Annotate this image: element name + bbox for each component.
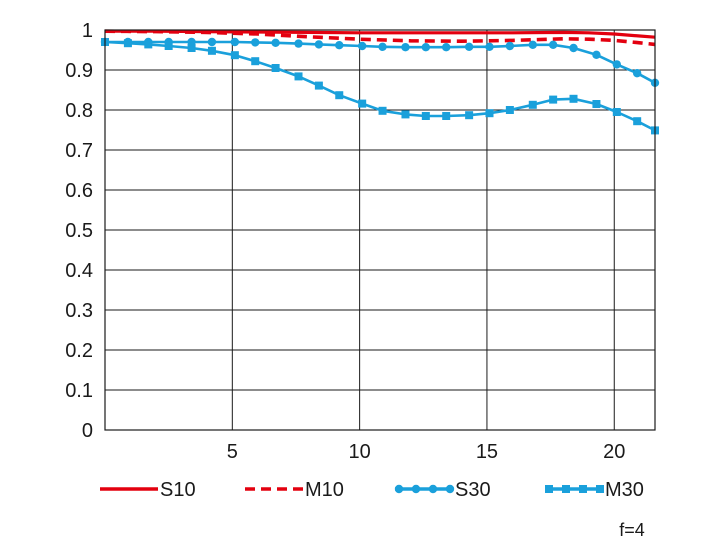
x-tick-label: 20: [603, 441, 625, 463]
data-point-s30: [230, 37, 240, 47]
data-point-m30: [294, 72, 303, 81]
y-axis-tick-labels: 0 0.1 0.2 0.3 0.4 0.5 0.6 0.7 0.8 0.9 1: [65, 20, 93, 442]
legend-label: M30: [605, 479, 644, 501]
data-point-s30: [401, 43, 410, 52]
series-line-m30: [104, 40, 656, 132]
y-tick-label: 0.5: [65, 220, 93, 242]
legend-marker: [411, 484, 421, 494]
data-point-s30: [314, 40, 324, 49]
data-point-m30: [123, 39, 132, 48]
y-tick-label: 1: [82, 20, 93, 42]
legend-item-s10: S10: [100, 479, 196, 501]
y-tick-label: 0.1: [65, 380, 93, 402]
data-point-m30: [164, 42, 173, 50]
x-tick-label: 5: [227, 441, 238, 463]
data-point-m30: [612, 108, 621, 116]
legend-item-s30: S30: [394, 479, 491, 501]
legend-marker: [596, 485, 604, 493]
legend-marker: [428, 484, 438, 494]
grid: [105, 30, 655, 430]
data-point-s30: [335, 41, 344, 50]
y-tick-label: 0.2: [65, 340, 93, 362]
data-point-s30: [612, 60, 622, 69]
data-point-s30: [464, 42, 474, 51]
legend-label: S10: [160, 479, 196, 501]
data-point-s30: [592, 50, 601, 59]
aperture-annotation: f=4: [619, 520, 645, 540]
legend-label: M10: [305, 479, 344, 501]
legend-marker: [394, 484, 404, 494]
plot-border: [104, 29, 656, 431]
y-tick-label: 0.3: [65, 300, 93, 322]
series-m30: [101, 38, 659, 135]
data-point-s30: [421, 43, 431, 52]
data-point-s30: [528, 40, 537, 49]
data-point-s30: [548, 40, 558, 49]
y-tick-label: 0.8: [65, 100, 93, 122]
series-layer: [100, 29, 660, 135]
series-s10: [105, 29, 656, 39]
y-tick-label: 0.7: [65, 140, 93, 162]
data-point-m30: [505, 106, 514, 114]
data-point-m30: [187, 44, 196, 52]
legend-marker: [562, 485, 570, 493]
data-point-m30: [465, 111, 474, 120]
data-point-s30: [485, 42, 494, 51]
legend-item-m10: M10: [245, 479, 344, 501]
data-point-m30: [401, 110, 410, 119]
legend-label: S30: [455, 479, 491, 501]
data-point-m30: [569, 94, 578, 103]
y-tick-label: 0: [82, 420, 93, 442]
data-point-m30: [485, 109, 494, 118]
series-line-s10: [105, 29, 656, 39]
legend-marker: [445, 484, 455, 494]
y-tick-label: 0.9: [65, 60, 93, 82]
data-point-m30: [421, 112, 430, 120]
data-point-m30: [251, 57, 260, 66]
data-point-m30: [528, 100, 537, 109]
data-point-m30: [144, 40, 153, 49]
series-line-m10: [104, 29, 656, 47]
data-point-s30: [294, 39, 303, 48]
data-point-s30: [251, 38, 260, 47]
y-tick-label: 0.4: [65, 260, 93, 282]
data-point-m30: [335, 91, 344, 100]
data-point-s30: [378, 42, 387, 51]
data-point-s30: [505, 41, 515, 51]
data-point-m30: [378, 106, 387, 115]
data-point-m30: [549, 95, 558, 104]
data-point-m30: [633, 117, 642, 126]
data-point-s30: [632, 69, 642, 78]
data-point-s30: [271, 38, 280, 47]
y-tick-label: 0.6: [65, 180, 93, 202]
data-point-s30: [569, 43, 578, 53]
x-tick-label: 15: [476, 441, 498, 463]
series-s30: [100, 37, 660, 88]
data-point-m30: [358, 99, 367, 108]
legend: S10 M10 S30 M30: [100, 479, 644, 501]
data-point-m30: [592, 100, 601, 108]
legend-marker: [545, 485, 553, 493]
x-axis-tick-labels: 5 10 15 20: [227, 441, 626, 463]
legend-item-m30: M30: [545, 479, 644, 501]
data-point-m30: [230, 51, 239, 60]
data-point-s30: [442, 43, 451, 52]
data-point-s30: [207, 37, 217, 47]
legend-marker: [579, 485, 587, 493]
data-point-m30: [314, 81, 323, 90]
x-tick-label: 10: [349, 441, 371, 463]
data-point-m30: [207, 46, 216, 55]
plot-frame: [104, 29, 656, 431]
data-point-m30: [271, 64, 280, 72]
data-point-m30: [442, 112, 451, 120]
series-m10: [104, 29, 656, 47]
data-point-s30: [357, 41, 367, 51]
